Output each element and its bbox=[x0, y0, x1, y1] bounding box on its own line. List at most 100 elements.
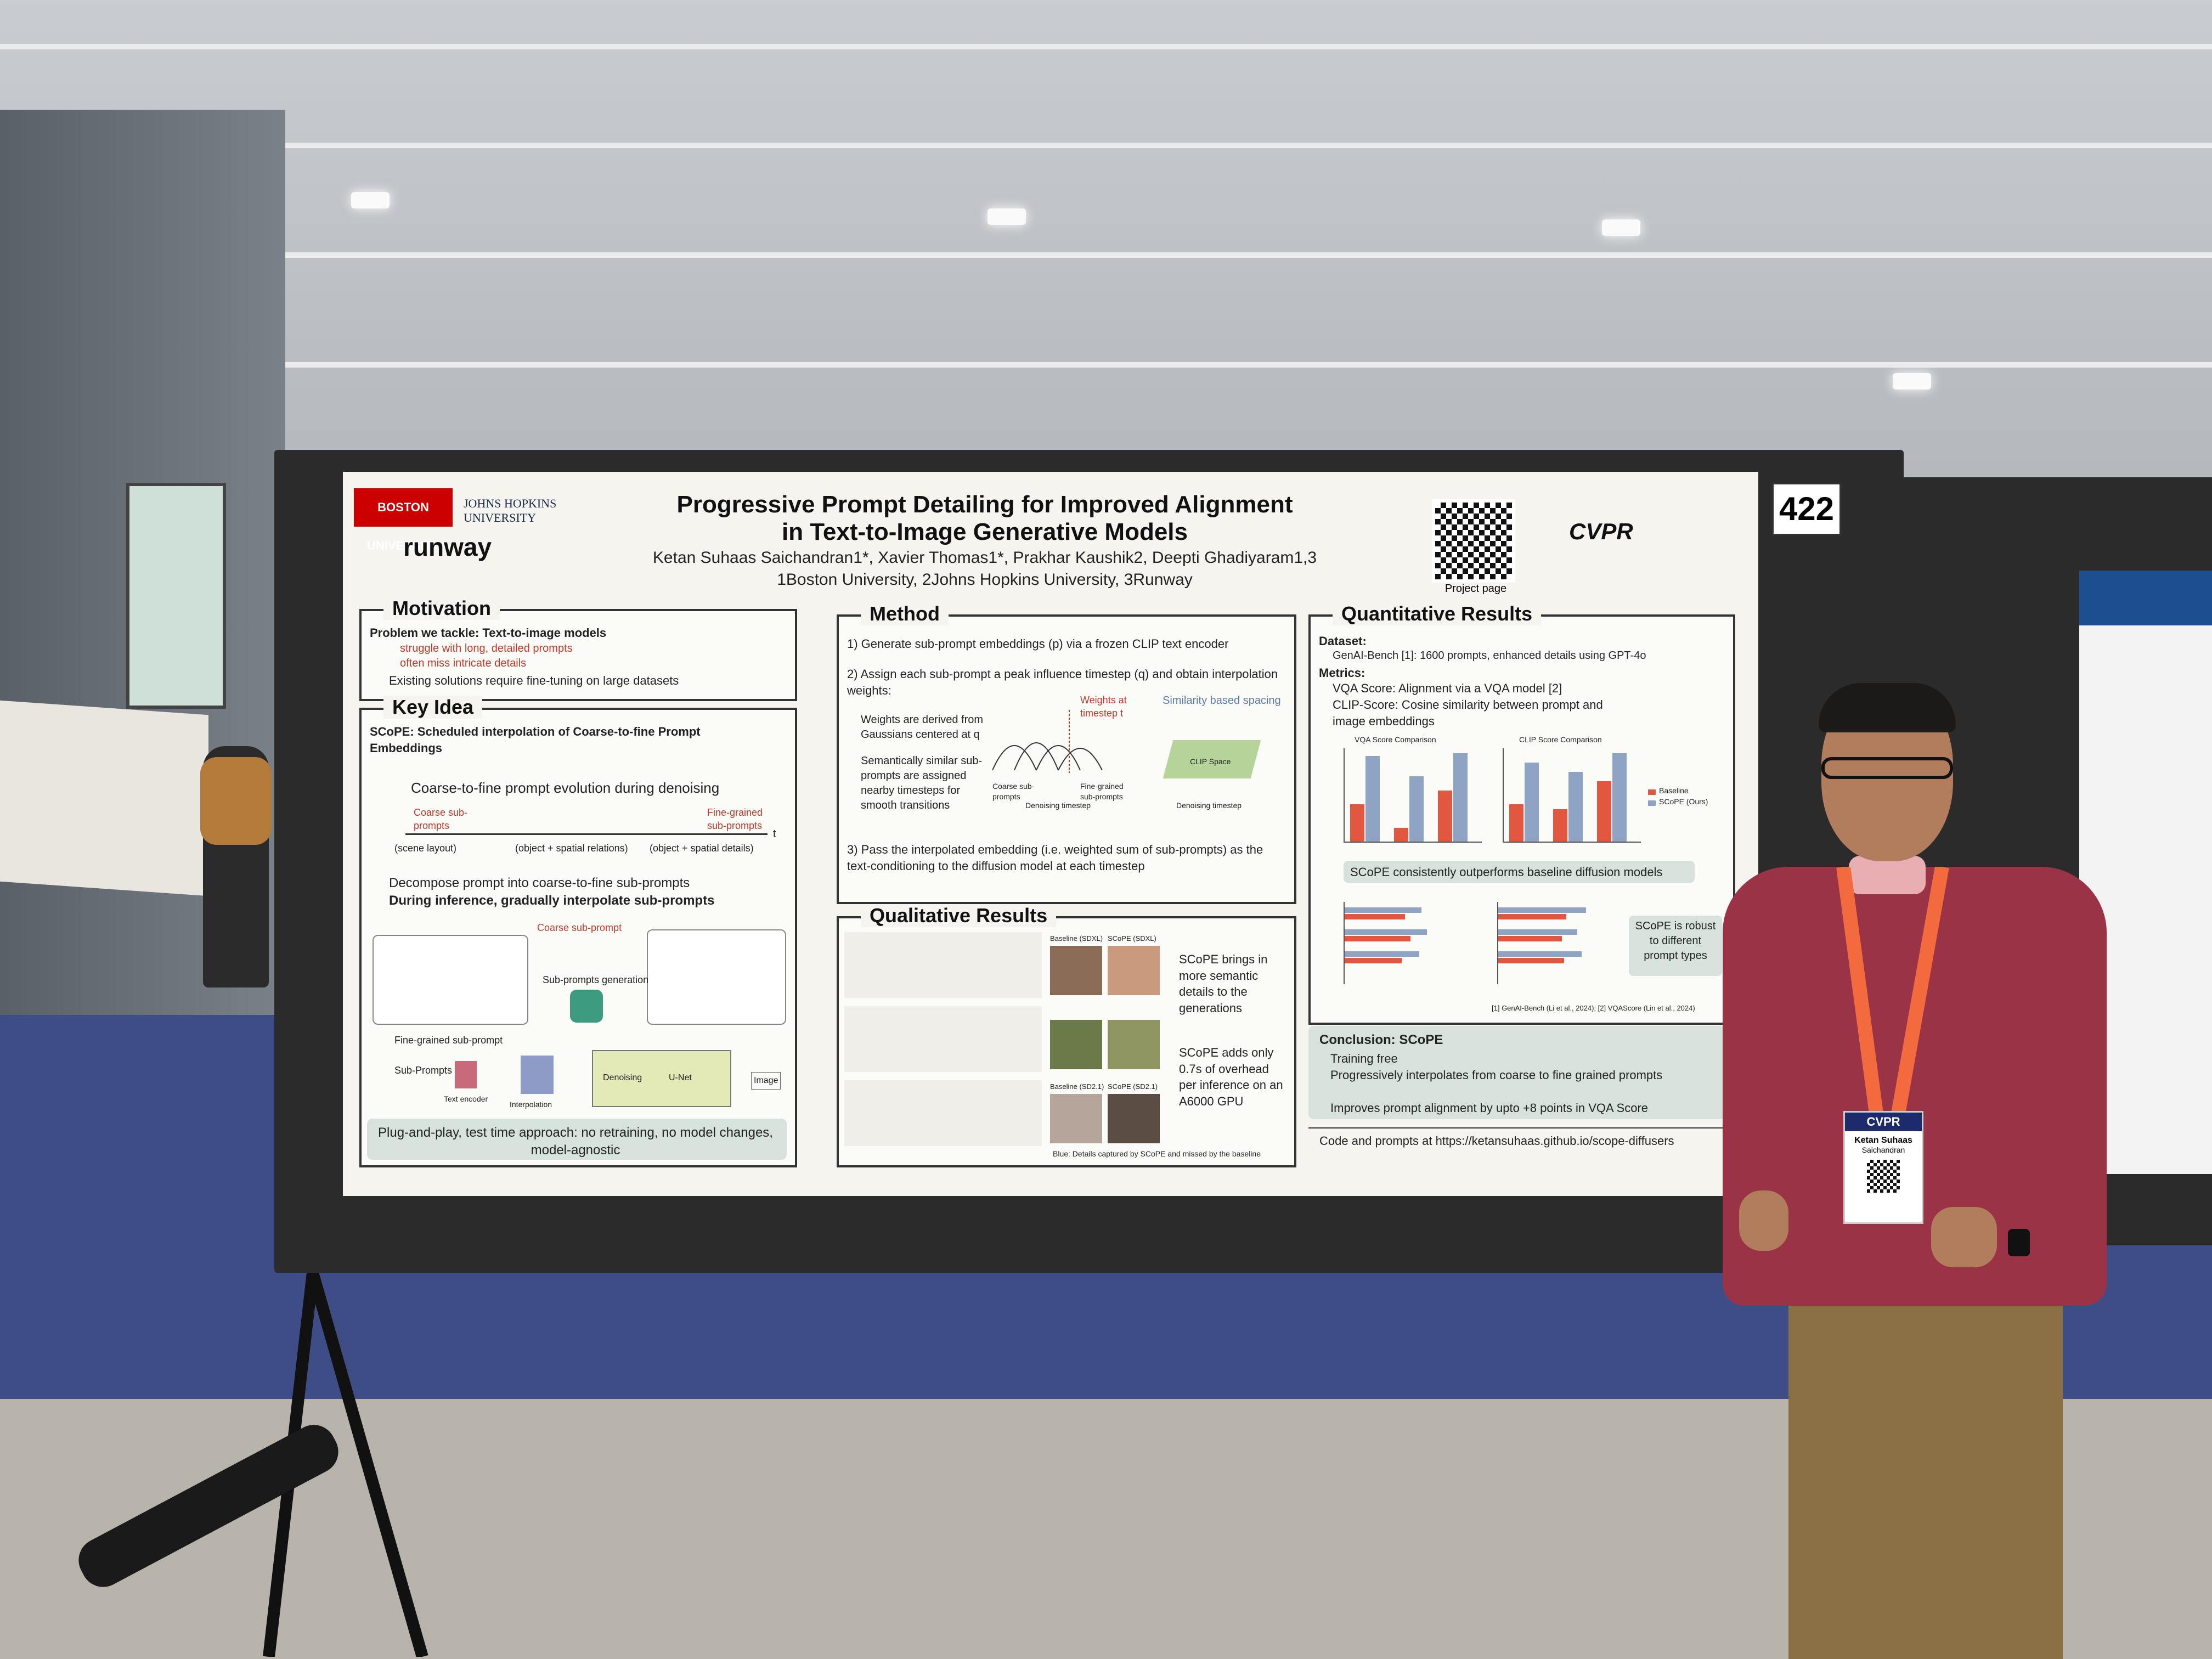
vqa-bar-baseline-2 bbox=[1394, 827, 1408, 842]
denoising-label: Denoising bbox=[603, 1073, 642, 1082]
key-idea-bullet-2: During inference, gradually interpolate … bbox=[389, 893, 715, 908]
runway-logo: runway bbox=[403, 533, 492, 561]
wristwatch bbox=[2008, 1229, 2030, 1256]
poster: BOSTON UNIVERSITY JOHNS HOPKINS UNIVERSI… bbox=[343, 472, 1758, 1196]
title-line-2: in Text-to-Image Generative Models bbox=[781, 518, 1188, 545]
ceiling-light bbox=[1602, 219, 1640, 236]
conclusion-2: Progressively interpolates from coarse t… bbox=[1330, 1068, 1663, 1082]
affiliations: 1Boston University, 2Johns Hopkins Unive… bbox=[777, 571, 1193, 589]
denoising-block bbox=[592, 1050, 731, 1107]
clip-metric: CLIP-Score: Cosine similarity between pr… bbox=[1333, 698, 1603, 728]
hbar bbox=[1498, 929, 1577, 935]
qual-prompt-3 bbox=[844, 1080, 1042, 1146]
clip-space-label: CLIP Space bbox=[1190, 757, 1231, 766]
right-hand-thumbs-up bbox=[1931, 1207, 1997, 1267]
project-page-label: Project page bbox=[1444, 583, 1507, 595]
vqa-chart-title: VQA Score Comparison bbox=[1355, 735, 1436, 744]
ceiling-light bbox=[351, 192, 390, 208]
hbar bbox=[1498, 907, 1586, 913]
ceiling-truss bbox=[0, 143, 2212, 148]
weights-at-timestep-label: Weights at timestep t bbox=[1080, 695, 1127, 719]
ceiling-light bbox=[988, 208, 1026, 225]
gaussian-curves bbox=[992, 710, 1103, 773]
vqa-bar-baseline-1 bbox=[1350, 804, 1364, 842]
qual-point-1: SCoPE brings in more semantic details to… bbox=[1179, 952, 1268, 1015]
robust-banner: SCoPE is robust to different prompt type… bbox=[1629, 916, 1722, 976]
clip-bar-baseline-1 bbox=[1509, 804, 1523, 842]
image-label: Image bbox=[751, 1072, 781, 1090]
conclusion-3: Improves prompt alignment by upto +8 poi… bbox=[1330, 1101, 1649, 1115]
board-number: 422 bbox=[1772, 483, 1841, 535]
person-hair bbox=[1819, 683, 1956, 732]
authors: Ketan Suhaas Saichandran1*, Xavier Thoma… bbox=[652, 549, 1317, 567]
clip-bar-scope-3 bbox=[1612, 753, 1627, 842]
ceiling-truss bbox=[0, 362, 2212, 368]
baseline-sd2-label: Baseline (SD2.1) bbox=[1050, 1082, 1104, 1091]
qual-prompt-2 bbox=[844, 1006, 1042, 1072]
conclusion-1: Training free bbox=[1330, 1052, 1398, 1065]
motivation-bullet-3: Existing solutions require fine-tuning o… bbox=[389, 674, 679, 687]
interpolation-label: Interpolation bbox=[510, 1100, 552, 1109]
vqa-bar-scope-2 bbox=[1409, 776, 1424, 842]
ceiling-truss bbox=[0, 252, 2212, 258]
title-line-1: Progressive Prompt Detailing for Improve… bbox=[676, 491, 1293, 518]
clip-chart bbox=[1503, 748, 1641, 843]
legend-scope: SCoPE (Ours) bbox=[1659, 797, 1708, 806]
quantitative-box: Quantitative Results Dataset: GenAI-Benc… bbox=[1308, 602, 1735, 1025]
clip-bar-scope-2 bbox=[1568, 771, 1583, 842]
clip-bar-baseline-3 bbox=[1597, 781, 1611, 842]
hbar bbox=[1498, 936, 1562, 941]
hbar bbox=[1345, 907, 1421, 913]
clip-bar-scope-1 bbox=[1525, 762, 1539, 842]
badge-name: Ketan Suhaas bbox=[1854, 1136, 1912, 1145]
object-relations-label: (object + spatial relations) bbox=[515, 843, 628, 854]
text-encoder-label: Text encoder bbox=[444, 1094, 488, 1103]
subprompts-generation-label: Sub-prompts generation bbox=[543, 974, 649, 985]
ceiling-truss bbox=[0, 44, 2212, 49]
method-step-3: 3) Pass the interpolated embedding (i.e.… bbox=[847, 843, 1263, 873]
qual-point-2: SCoPE adds only 0.7s of overhead per inf… bbox=[1179, 1046, 1283, 1109]
unet-label: U-Net bbox=[669, 1073, 692, 1082]
method-box: Method 1) Generate sub-prompt embeddings… bbox=[837, 602, 1296, 904]
fine-subprompt-label: Fine-grained sub-prompt bbox=[394, 1035, 503, 1046]
gpt-icon bbox=[570, 990, 603, 1023]
qual-image-scope-3 bbox=[1108, 1094, 1160, 1143]
consistently-text: SCoPE consistently outperforms baseline … bbox=[1350, 865, 1663, 879]
legend-baseline: Baseline bbox=[1659, 786, 1689, 795]
scope-sd2-label: SCoPE (SD2.1) bbox=[1108, 1082, 1158, 1091]
hbar bbox=[1345, 936, 1410, 941]
fine-subprompts-axis: Fine-grained sub-prompts bbox=[1080, 782, 1124, 801]
bu-logo: BOSTON UNIVERSITY bbox=[354, 488, 453, 552]
qualitative-heading: Qualitative Results bbox=[861, 904, 1057, 927]
metrics-label: Metrics: bbox=[1319, 666, 1365, 680]
hbar bbox=[1498, 958, 1564, 963]
vqa-bar-scope-3 bbox=[1453, 753, 1468, 842]
ceiling-light bbox=[1893, 373, 1931, 390]
hbar bbox=[1345, 929, 1427, 935]
advanced-prompts-chart bbox=[1497, 902, 1608, 984]
qualitative-box: Qualitative Results Baseline (SDXL) SCoP… bbox=[837, 904, 1296, 1167]
subprompt-list bbox=[373, 935, 528, 1025]
key-idea-heading: Key Idea bbox=[383, 696, 483, 719]
hbar bbox=[1498, 914, 1566, 919]
legend-scope-swatch bbox=[1648, 800, 1656, 806]
method-step-2: 2) Assign each sub-prompt a peak influen… bbox=[847, 667, 1278, 697]
coarse-label: Coarse sub-prompts bbox=[414, 807, 468, 832]
dataset-label: Dataset: bbox=[1319, 634, 1367, 648]
plug-and-play-text: Plug-and-play, test time approach: no re… bbox=[378, 1125, 773, 1158]
motivation-bullet-2: often miss intricate details bbox=[400, 657, 527, 669]
qual-image-baseline-2 bbox=[1050, 1020, 1102, 1069]
method-step-1: 1) Generate sub-prompt embeddings (p) vi… bbox=[847, 637, 1229, 651]
person-legs bbox=[1788, 1295, 2063, 1659]
hbar bbox=[1498, 951, 1582, 957]
motivation-bullet-1: struggle with long, detailed prompts bbox=[400, 642, 573, 654]
code-link[interactable]: Code and prompts at https://ketansuhaas.… bbox=[1319, 1134, 1674, 1148]
clip-bar-baseline-2 bbox=[1553, 809, 1567, 842]
interpolation-block bbox=[521, 1056, 554, 1094]
vqa-metric: VQA Score: Alignment via a VQA model [2] bbox=[1333, 681, 1562, 695]
key-idea-subtitle: SCoPE: Scheduled interpolation of Coarse… bbox=[370, 725, 701, 755]
motivation-box: Motivation Problem we tackle: Text-to-im… bbox=[359, 597, 797, 701]
conclusion-heading: Conclusion: SCoPE bbox=[1319, 1032, 1443, 1047]
scene-layout-label: (scene layout) bbox=[394, 843, 457, 854]
ceiling bbox=[0, 0, 2212, 494]
